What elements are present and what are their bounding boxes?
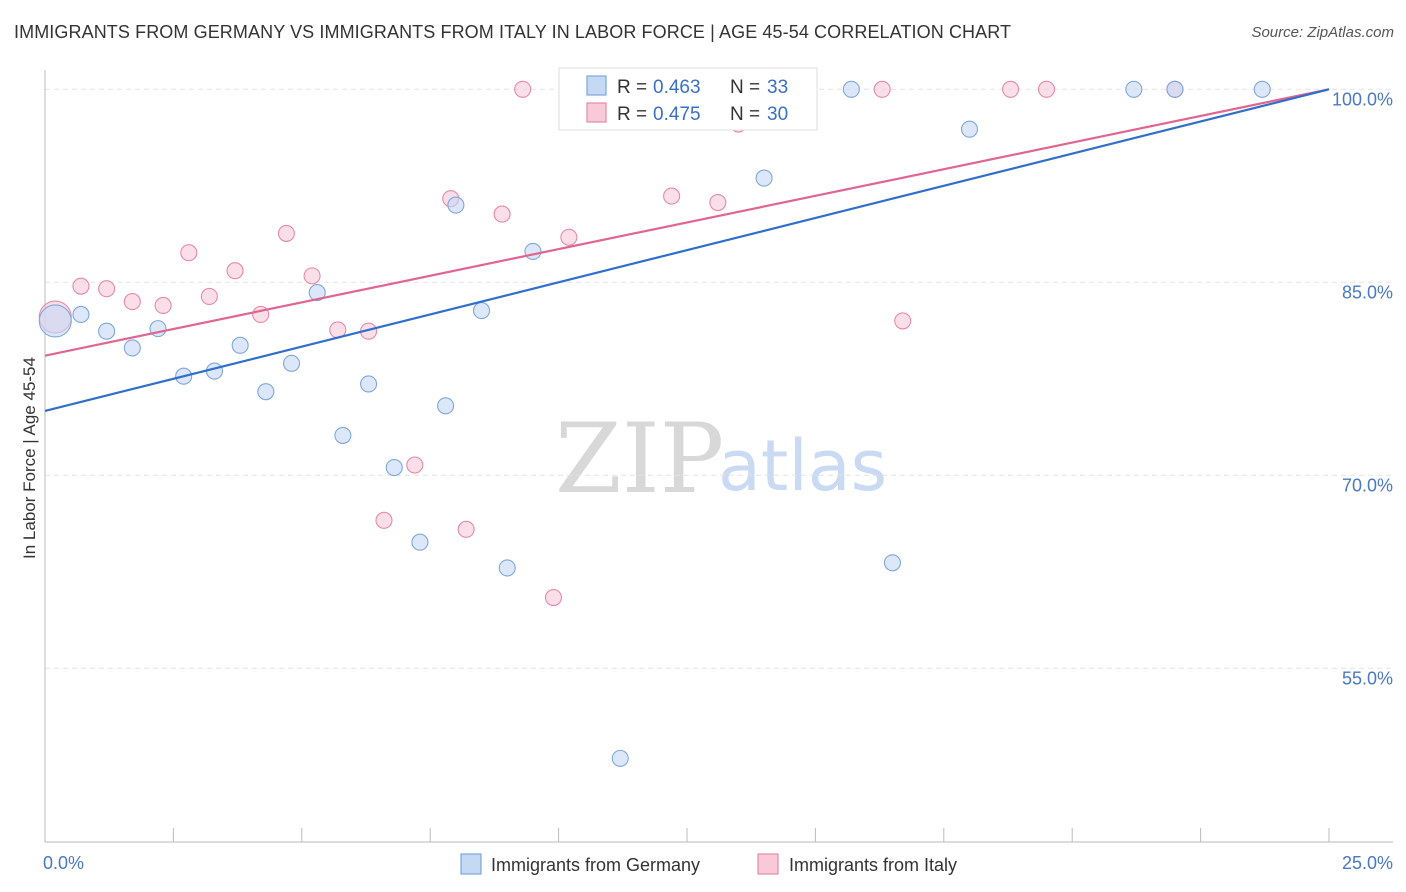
germany-point [98,322,116,340]
italy-point [709,193,727,212]
y-tick-70: 70.0% [1342,475,1393,495]
trend-lines [44,88,1330,413]
germany-point [72,305,90,324]
grid-lines [45,88,1393,669]
italy-n-value: 30 [767,104,788,125]
germany-point [257,383,275,401]
germany-r-value: 0.463 [653,77,701,98]
italy-point [457,520,475,538]
y-tick-85: 85.0% [1342,282,1393,302]
italy-point [277,224,295,242]
germany-point [411,533,429,551]
italy-point [493,205,511,223]
germany-n-value: 33 [767,77,788,98]
germany-point [1253,80,1271,98]
germany-point [308,284,326,302]
italy-point [200,287,218,306]
x-tick-min: 0.0% [43,853,84,873]
germany-trend-line [44,88,1330,413]
legend-italy-swatch [757,853,779,875]
stats-legend: R = 0.463 N = 33 R = 0.475 N = 30 [558,67,818,131]
x-tick-labels: 0.0% 25.0% [43,853,1393,873]
germany-point [755,169,773,187]
italy-point [1037,80,1056,98]
italy-point [180,244,198,262]
germany-point [447,196,465,214]
series-legend: Immigrants from Germany Immigrants from … [460,853,957,875]
germany-point [38,304,72,338]
legend-germany-swatch [460,853,482,875]
germany-point [205,362,224,380]
germany-point [524,242,542,260]
italy-point [375,511,393,529]
germany-point [842,80,860,98]
germany-point [498,559,516,577]
axes [44,70,1393,843]
italy-legend-swatch [586,102,607,123]
germany-point [360,375,378,393]
germany-point [282,354,301,372]
legend-italy-label: Immigrants from Italy [789,855,957,875]
germany-point [1125,80,1143,98]
germany-point [883,554,901,572]
watermark-zip: ZIP [555,403,724,515]
italy-point [1002,80,1020,98]
germany-point [231,336,249,354]
germany-point [437,397,455,415]
germany-r-label: R = [617,77,647,98]
germany-point [473,302,491,320]
italy-point [873,80,891,98]
italy-n-label: N = [730,104,760,125]
y-tick-100: 100.0% [1332,89,1393,109]
italy-point [303,267,321,285]
italy-point [663,187,681,205]
germany-legend-swatch [586,75,607,96]
germany-point [1166,80,1184,98]
legend-germany-label: Immigrants from Germany [491,855,700,875]
italy-r-value: 0.475 [653,104,701,125]
y-axis-label: In Labor Force | Age 45-54 [20,357,39,559]
chart-title: IMMIGRANTS FROM GERMANY VS IMMIGRANTS FR… [14,22,1012,42]
germany-point [960,120,979,138]
italy-point [226,262,244,280]
italy-point [123,293,141,311]
italy-point [72,277,90,295]
italy-points [38,80,1184,607]
italy-point [560,228,578,246]
germany-point [611,749,629,767]
italy-point [98,280,116,298]
italy-point [514,80,532,98]
italy-point [894,312,912,330]
italy-point [544,588,563,607]
x-tick-max: 25.0% [1342,853,1393,873]
germany-n-label: N = [730,77,760,98]
germany-point [123,339,141,357]
italy-trend-line [44,88,1330,357]
germany-point [385,459,403,477]
italy-point [406,456,424,474]
germany-point [334,426,352,444]
y-tick-labels: 55.0% 70.0% 85.0% 100.0% [1332,89,1393,688]
italy-r-label: R = [617,104,647,125]
watermark-atlas: atlas [718,425,887,507]
italy-point [154,296,172,315]
chart-source: Source: ZipAtlas.com [1251,24,1394,41]
y-tick-55: 55.0% [1342,668,1393,688]
